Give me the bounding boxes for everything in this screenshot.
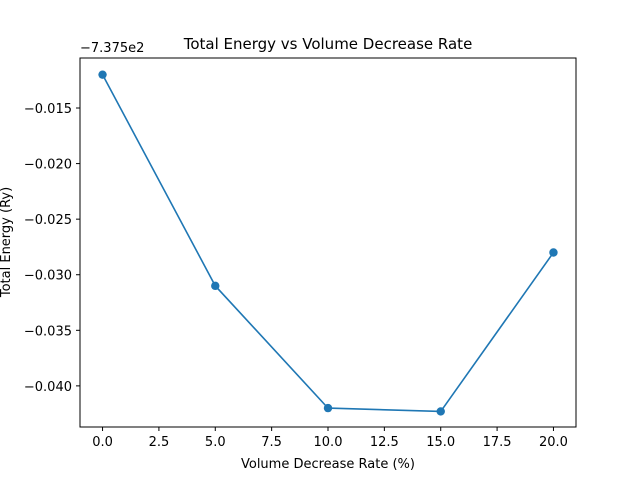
x-tick-label: 12.5 [370,435,399,450]
data-point [436,407,445,416]
y-tick-label: −0.015 [24,102,72,117]
y-tick-label: −0.035 [24,324,72,339]
data-point [211,281,220,291]
x-tick-label: 10.0 [314,435,343,450]
x-tick-label: 15.0 [426,435,455,450]
data-point [98,70,107,79]
x-axis-ticks: 0.0 2.5 5.0 7.5 10.0 12.5 15.0 17.5 20.0 [92,427,568,450]
y-tick-label: −0.030 [24,269,72,284]
data-point [323,403,333,413]
x-tick-label: 7.5 [261,435,282,450]
x-axis-label: Volume Decrease Rate (%) [241,457,415,472]
chart-title: Total Energy vs Volume Decrease Rate [183,35,473,53]
y-tick-label: −0.025 [24,213,72,228]
y-tick-label: −0.040 [24,380,72,395]
y-offset-label: −7.375e2 [80,41,144,56]
x-tick-label: 20.0 [539,435,568,450]
x-tick-label: 17.5 [483,435,512,450]
x-tick-label: 0.0 [92,435,113,450]
plot-frame [79,57,577,428]
series-line [101,74,555,413]
y-axis-ticks: −0.015 −0.020 −0.025 −0.030 −0.035 −0.040 [24,102,80,395]
x-tick-label: 5.0 [205,435,226,450]
y-axis-label: Total Energy (Ry) [0,187,14,298]
data-point [549,248,558,257]
x-tick-label: 2.5 [149,435,170,450]
y-tick-label: −0.020 [24,158,72,173]
series-group [98,70,558,416]
